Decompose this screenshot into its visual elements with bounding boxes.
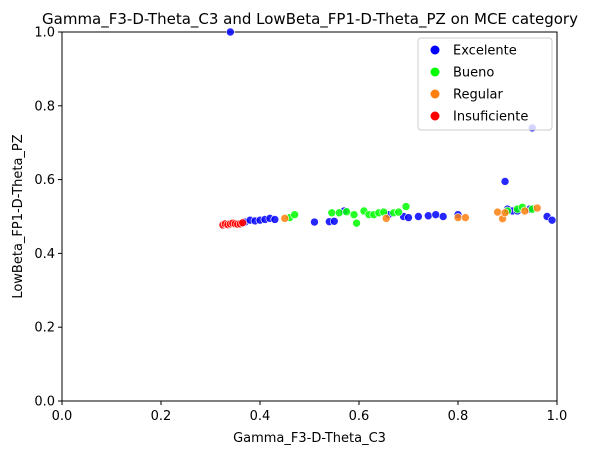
y-tick-label: 1.0 — [34, 26, 55, 41]
legend-label-insuficiente: Insuficiente — [453, 110, 528, 125]
data-point-excelente — [547, 215, 557, 225]
data-point-excelente — [500, 177, 510, 186]
y-tick-label: 0.4 — [34, 247, 55, 262]
data-point-regular — [280, 214, 290, 223]
data-point-bueno — [327, 208, 337, 218]
data-point-regular — [493, 207, 502, 217]
legend-label-regular: Regular — [453, 88, 504, 103]
data-point-excelente — [404, 213, 413, 222]
y-tick-label: 0.6 — [34, 173, 55, 188]
data-point-bueno — [401, 202, 411, 211]
data-point-excelente — [423, 211, 433, 221]
legend-marker-insuficiente — [430, 111, 440, 121]
data-points — [218, 27, 557, 230]
data-point-regular — [453, 213, 463, 222]
data-point-regular — [500, 208, 510, 218]
data-point-bueno — [349, 210, 359, 219]
data-point-bueno — [334, 208, 344, 218]
data-point-excelente — [431, 210, 441, 219]
data-point-excelente — [414, 212, 423, 221]
y-tick-label: 0.0 — [34, 395, 55, 410]
x-axis-label: Gamma_F3-D-Theta_C3 — [233, 431, 386, 446]
data-point-regular — [532, 203, 542, 213]
y-tick-label: 0.2 — [34, 321, 55, 336]
y-axis-label: LowBeta_FP1-D-Theta_PZ — [11, 134, 26, 298]
legend: Excelente Bueno Regular Insuficiente — [417, 37, 553, 131]
y-tick-label: 0.8 — [34, 99, 55, 114]
data-point-regular — [381, 214, 391, 223]
data-point-excelente — [329, 216, 339, 226]
x-tick-label: 0.8 — [448, 409, 469, 424]
axis-ticks: 0.0 0.2 0.4 0.6 0.8 1.0 0.0 0.2 0.4 0.6 0.8 1.0 — [34, 26, 567, 425]
data-point-insuficiente — [238, 218, 247, 228]
x-tick-label: 0.0 — [52, 409, 73, 424]
data-point-excelente — [310, 217, 319, 227]
legend-marker-bueno — [430, 67, 440, 77]
legend-label-bueno: Bueno — [453, 66, 494, 81]
x-tick-label: 0.2 — [151, 409, 172, 424]
chart-title: Gamma_F3-D-Theta_C3 and LowBeta_FP1-D-Th… — [42, 10, 578, 29]
data-point-regular — [520, 206, 530, 216]
legend-box — [417, 37, 553, 131]
data-point-bueno — [342, 207, 351, 217]
data-point-excelente — [226, 27, 235, 37]
data-point-excelente — [270, 215, 280, 224]
data-point-bueno — [394, 207, 403, 217]
x-tick-label: 1.0 — [547, 409, 568, 424]
legend-marker-excelente — [430, 45, 440, 55]
data-point-bueno — [352, 218, 361, 228]
x-tick-label: 0.6 — [349, 409, 370, 424]
data-point-bueno — [290, 210, 299, 219]
legend-label-excelente: Excelente — [453, 44, 517, 59]
data-point-regular — [461, 213, 470, 222]
legend-marker-regular — [430, 89, 440, 99]
x-tick-label: 0.4 — [250, 409, 271, 424]
data-point-excelente — [438, 212, 448, 221]
